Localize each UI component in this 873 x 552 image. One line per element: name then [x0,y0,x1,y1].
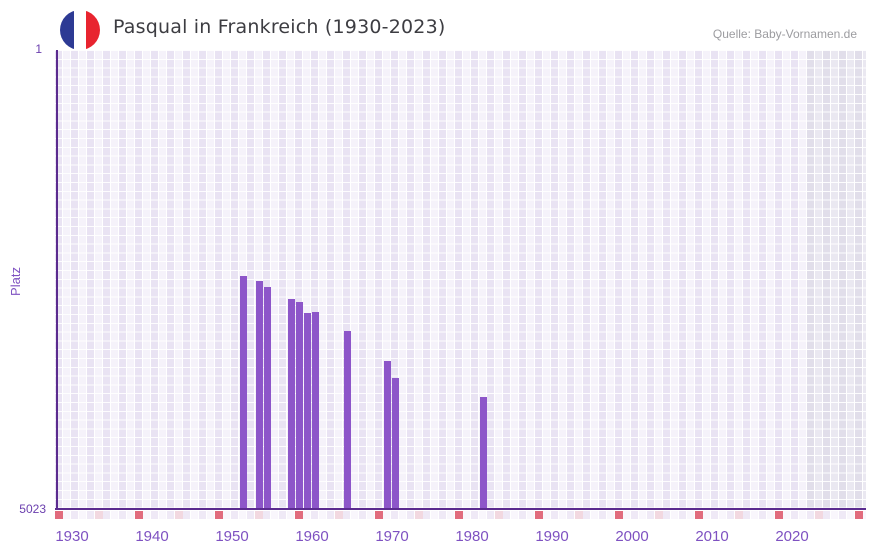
source-label: Quelle: Baby-Vornamen.de [713,27,857,41]
half-decade-mark-1965 [335,511,343,519]
decade-mark-1930 [55,511,63,519]
half-decade-mark-2005 [655,511,663,519]
x-axis-line [55,508,866,510]
decade-mark-2020 [775,511,783,519]
decade-mark-2030 [855,511,863,519]
future-years-band [807,50,866,508]
y-axis-line [56,50,58,510]
bar-1953 [240,276,247,508]
half-decade-mark-1995 [575,511,583,519]
x-tick-1930: 1930 [55,528,88,545]
decade-mark-1960 [295,511,303,519]
y-axis-top-label: 1 [0,42,42,56]
flag-white-stripe [74,10,85,50]
plot-area: 1930194019501960197019801990200020102020 [55,50,866,508]
bar-1956 [264,287,271,508]
year-marker-row [55,511,866,519]
half-decade-mark-1945 [175,511,183,519]
flag-red-stripe [86,10,100,50]
half-decade-mark-1935 [95,511,103,519]
decade-mark-2000 [615,511,623,519]
france-flag-icon [60,10,100,50]
x-tick-1940: 1940 [135,528,168,545]
x-tick-1990: 1990 [535,528,568,545]
bar-1966 [344,331,351,508]
decade-mark-1950 [215,511,223,519]
bar-1983 [480,397,487,508]
bar-1960 [296,302,303,508]
x-tick-1950: 1950 [215,528,248,545]
decade-mark-1940 [135,511,143,519]
half-decade-mark-1955 [255,511,263,519]
decade-mark-1970 [375,511,383,519]
decade-mark-1990 [535,511,543,519]
bar-1962 [312,312,319,508]
y-axis-title-text: Platz [8,267,23,296]
y-axis-bottom-label: 5023 [0,502,46,516]
x-tick-2000: 2000 [615,528,648,545]
bar-1959 [288,299,295,508]
chart-page: Pasqual in Frankreich (1930-2023) Quelle… [0,0,873,552]
bar-1955 [256,281,263,508]
x-tick-2010: 2010 [695,528,728,545]
bar-1961 [304,313,311,508]
bar-1971 [384,361,391,508]
x-tick-1970: 1970 [375,528,408,545]
half-decade-mark-2025 [815,511,823,519]
flag-blue-stripe [60,10,74,50]
x-tick-1960: 1960 [295,528,328,545]
y-axis-title: Platz [1,251,29,311]
half-decade-mark-1975 [415,511,423,519]
decade-mark-1980 [455,511,463,519]
half-decade-mark-2015 [735,511,743,519]
decade-mark-2010 [695,511,703,519]
half-decade-mark-1985 [495,511,503,519]
x-axis-labels: 1930 1940 1950 1960 1970 1980 1990 2000 2010 2020 [55,528,866,548]
bar-1972 [392,378,399,508]
page-title: Pasqual in Frankreich (1930-2023) [113,16,446,38]
x-tick-1980: 1980 [455,528,488,545]
x-tick-2020: 2020 [775,528,808,545]
